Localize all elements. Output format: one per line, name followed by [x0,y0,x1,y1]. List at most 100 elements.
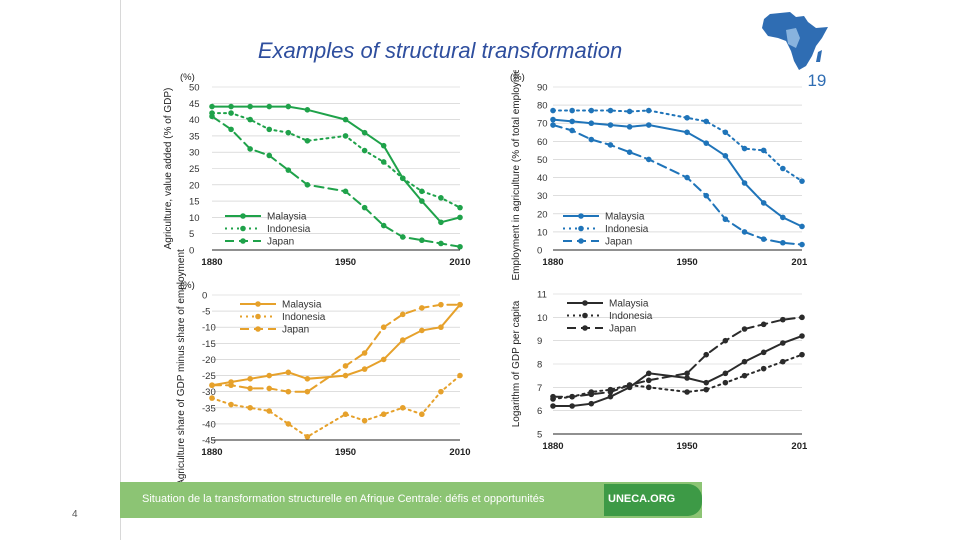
data-point-japan [228,382,234,389]
data-point-indonesia [419,411,425,418]
data-point-japan [741,229,748,235]
data-point-malaysia [607,122,614,128]
x-tick-label: 2010 [449,257,470,268]
data-point-japan [304,388,311,395]
data-point-japan [760,236,767,242]
y-tick-label: -35 [202,403,216,414]
legend-label-indonesia: Indonesia [267,224,311,235]
data-point-indonesia [228,110,234,116]
data-point-malaysia [380,356,387,363]
data-point-japan [569,127,575,134]
data-point-japan [722,337,729,344]
data-point-indonesia [209,395,215,401]
y-tick-label: 15 [189,197,200,208]
unit-label: (%) [510,72,525,83]
data-point-malaysia [342,372,349,379]
y-tick-label: -25 [202,371,216,382]
data-point-japan [607,142,614,148]
data-point-indonesia [588,107,595,114]
data-point-malaysia [266,372,273,379]
data-point-malaysia [722,370,729,377]
legend-marker [582,312,588,319]
data-point-japan [399,311,406,318]
data-point-malaysia [703,379,710,386]
data-point-indonesia [399,175,406,182]
y-tick-label: -45 [202,436,216,447]
figure-panel: 0 5 10 15 20 25 30 35 40 45 50 1880 1950 2010 (%) Agric… [145,70,807,482]
y-tick-label: 30 [537,191,548,202]
data-point-indonesia [228,401,234,408]
y-tick-label: 80 [537,101,548,112]
data-point-malaysia [247,375,253,382]
data-point-japan [645,377,652,384]
data-point-indonesia [361,417,368,424]
y-tick-label: -30 [202,387,216,398]
data-point-malaysia [438,219,444,226]
data-point-japan [684,174,690,181]
y-tick-label: -10 [202,323,216,334]
data-point-indonesia [380,411,387,418]
data-point-japan [626,149,633,155]
y-axis-title: Logarithm of GDP per capita [511,300,522,427]
data-point-indonesia [684,114,690,121]
data-point-japan [722,216,729,223]
data-point-indonesia [419,188,425,195]
data-point-indonesia [780,165,786,172]
y-tick-label: 35 [189,131,200,142]
data-point-japan [588,391,595,398]
data-point-indonesia [304,137,311,144]
data-point-malaysia [285,103,292,110]
data-point-indonesia [703,386,710,393]
page-number: 4 [72,509,78,520]
legend-label-malaysia: Malaysia [267,212,307,223]
legend-label-malaysia: Malaysia [609,299,649,310]
y-tick-label: 60 [537,137,548,148]
footer-url-text[interactable]: UNECA.ORG [608,493,676,505]
data-point-indonesia [457,372,463,379]
data-point-indonesia [247,404,253,411]
y-axis-title: Agriculture share of GDP minus share of … [176,249,187,482]
x-tick-label: 1950 [335,447,356,458]
legend-marker [578,238,584,244]
y-tick-label: 45 [189,99,200,110]
y-tick-label: 20 [537,209,548,220]
data-point-japan [438,301,444,308]
data-point-indonesia [799,351,805,358]
y-tick-label: 40 [537,173,548,184]
legend-marker [255,301,261,307]
data-point-malaysia [741,180,748,186]
data-point-malaysia [419,198,425,204]
data-point-indonesia [684,389,690,395]
data-point-indonesia [266,126,273,133]
slide-left-rule [120,0,121,540]
data-point-indonesia [438,388,444,395]
data-point-indonesia [457,204,463,211]
data-point-malaysia [266,103,273,110]
africa-highlight-region [786,28,800,48]
y-tick-label: 0 [537,246,542,257]
x-tick-label: 1880 [201,447,222,458]
data-point-indonesia [760,365,767,372]
unit-label: (%) [180,280,195,291]
data-point-malaysia [457,214,463,221]
legend-marker [582,325,588,331]
data-point-malaysia [550,403,556,409]
data-point-japan [569,393,575,400]
data-point-malaysia [645,370,652,377]
data-point-indonesia [342,133,349,139]
data-point-japan [380,324,387,331]
x-tick-label: 2010 [791,441,807,452]
footer-url-badge[interactable] [604,484,702,516]
data-point-malaysia [684,375,690,381]
data-point-japan [247,146,253,152]
data-point-japan [741,326,748,332]
data-point-malaysia [799,223,805,230]
y-tick-label: 25 [189,164,200,175]
data-point-malaysia [569,118,575,125]
data-point-japan [209,382,215,389]
data-point-indonesia [799,178,805,184]
data-point-indonesia [266,408,273,414]
data-point-malaysia [626,124,633,130]
data-point-indonesia [569,107,575,114]
